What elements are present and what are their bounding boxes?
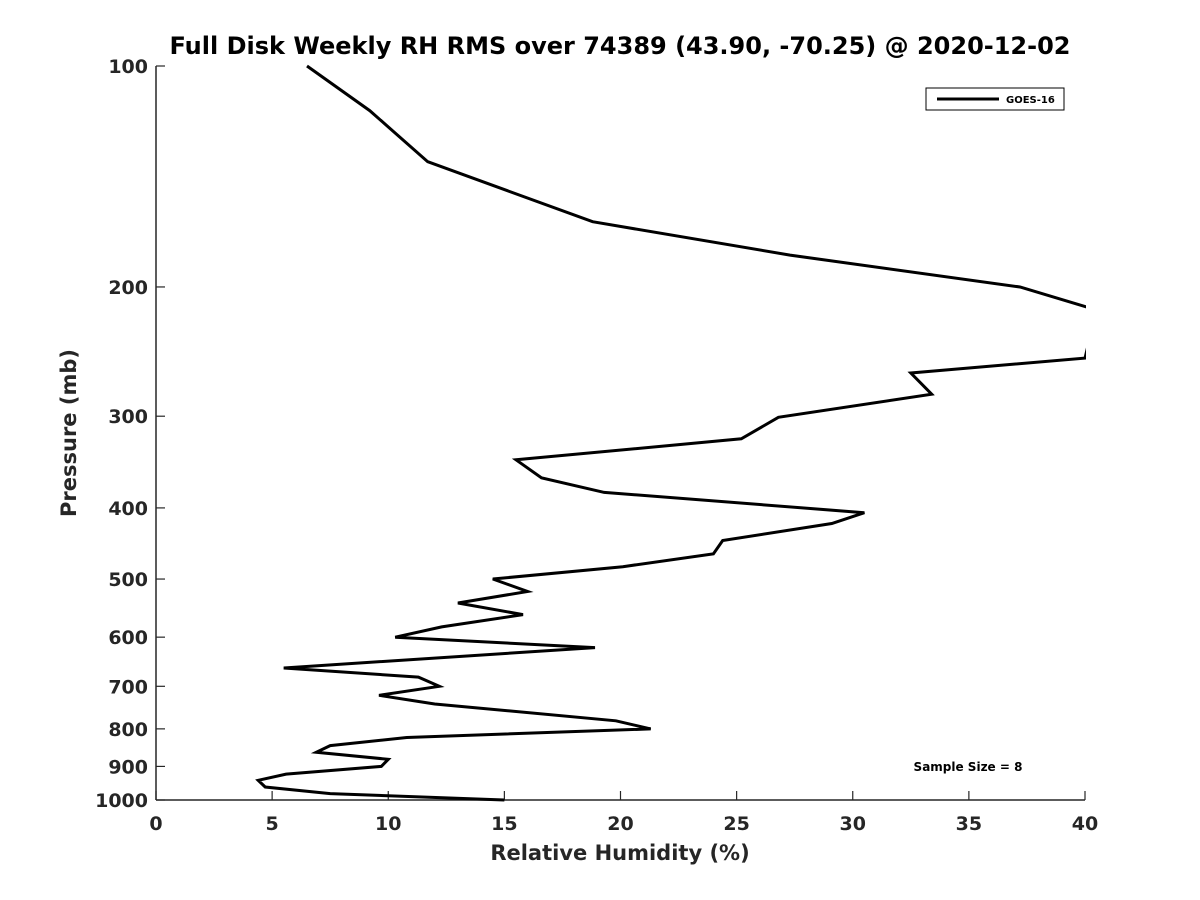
x-tick-label: 25: [723, 813, 749, 835]
x-tick-label: 35: [956, 813, 982, 835]
legend: GOES-16: [925, 87, 1065, 111]
legend-label-goes-16: GOES-16: [1006, 95, 1055, 106]
x-axis-ticks: 0 5 10 15 20 25 30 35 40: [149, 791, 1098, 835]
x-tick-label: 40: [1072, 813, 1098, 835]
plot-axes: [155, 66, 1085, 801]
x-tick-label: 5: [266, 813, 279, 835]
x-tick-label: 0: [149, 813, 162, 835]
x-tick-label: 10: [375, 813, 401, 835]
x-tick-label: 20: [607, 813, 633, 835]
chart-title: Full Disk Weekly RH RMS over 74389 (43.9…: [169, 32, 1070, 60]
y-tick-label: 500: [108, 569, 148, 591]
y-tick-label: 600: [108, 627, 148, 649]
y-axis-ticks: 100 200 300 400 500 600 700 800 900 1000: [95, 56, 165, 812]
y-tick-label: 700: [108, 676, 148, 698]
x-tick-label: 30: [840, 813, 866, 835]
y-tick-label: 400: [108, 498, 148, 520]
y-tick-label: 900: [108, 756, 148, 778]
y-tick-label: 1000: [95, 790, 148, 812]
y-tick-label: 800: [108, 719, 148, 741]
series-line-goes-16: [255, 64, 1086, 802]
x-tick-label: 15: [491, 813, 517, 835]
y-tick-label: 300: [108, 406, 148, 428]
y-axis-label: Pressure (mb): [57, 349, 81, 517]
y-tick-label: 200: [108, 277, 148, 299]
y-tick-label: 100: [108, 56, 148, 78]
series-layer: [255, 64, 1086, 802]
sample-size-annotation: Sample Size = 8: [914, 760, 1023, 774]
x-axis-label: Relative Humidity (%): [490, 841, 749, 865]
